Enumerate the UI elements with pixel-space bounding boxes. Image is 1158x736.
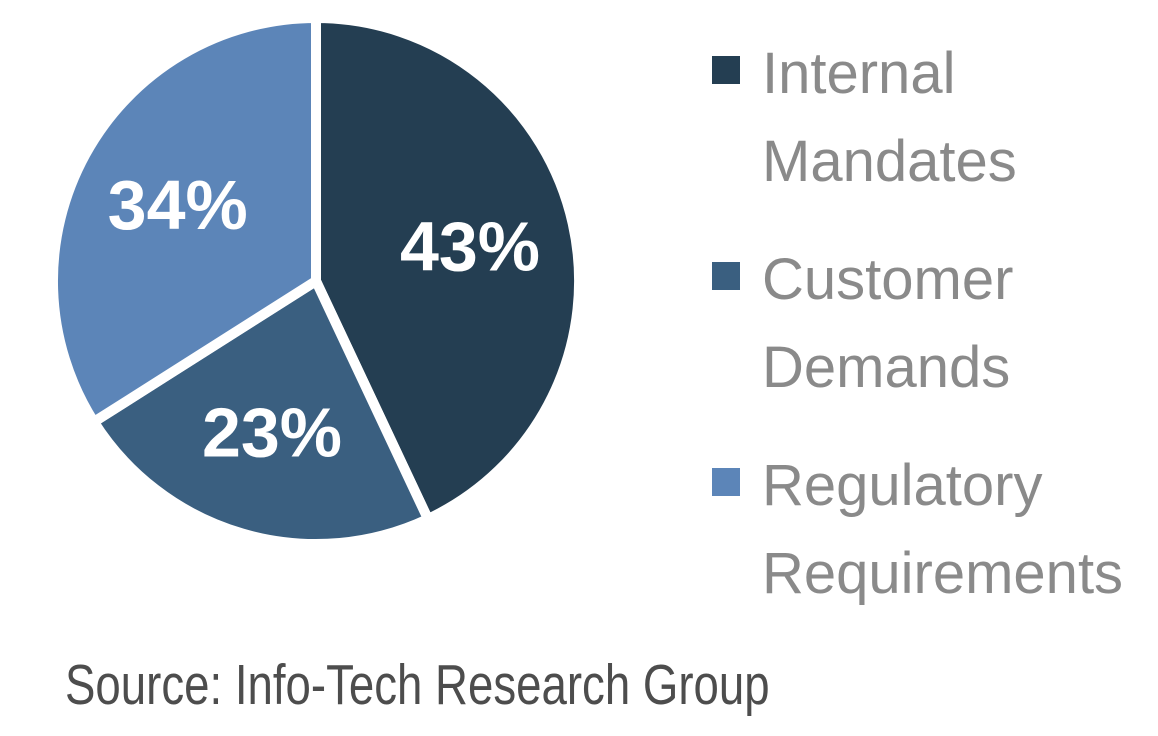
chart-legend: Internal Mandates Customer Demands Regul…	[712, 30, 1152, 648]
pie-slice-2	[47, 12, 321, 429]
legend-label: Customer Demands	[762, 247, 1014, 400]
legend-label: Internal Mandates	[762, 41, 1017, 194]
legend-item-customer-demands: Customer Demands	[712, 236, 1152, 412]
legend-item-internal-mandates: Internal Mandates	[712, 30, 1152, 206]
legend-label: Regulatory Requirements	[762, 453, 1124, 606]
legend-item-regulatory-requirements: Regulatory Requirements	[712, 442, 1152, 618]
legend-swatch-internal-mandates	[712, 56, 740, 84]
legend-swatch-customer-demands	[712, 262, 740, 290]
pie-slice-data-label-2: 34%	[108, 166, 248, 244]
pie-slice-data-label-1: 23%	[202, 394, 342, 472]
source-attribution: Source: Info-Tech Research Group	[65, 653, 770, 717]
pie-chart: 43% 23% 34%	[0, 0, 650, 620]
pie-chart-svg: 43% 23% 34%	[47, 12, 585, 550]
legend-swatch-regulatory-requirements	[712, 468, 740, 496]
pie-slice-1	[86, 273, 435, 550]
pie-slice-0	[311, 12, 585, 526]
pie-slice-data-label-0: 43%	[400, 208, 540, 286]
